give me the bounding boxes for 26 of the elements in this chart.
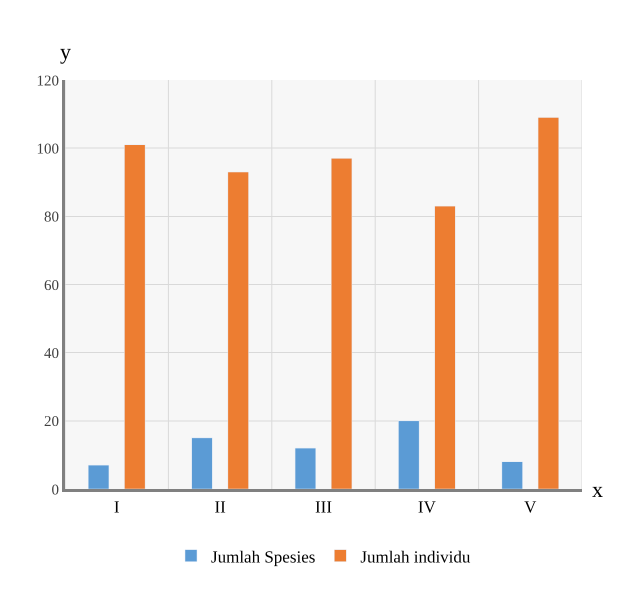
bar (538, 117, 559, 489)
x-tick-label: IV (418, 497, 437, 516)
y-tick-label: 20 (44, 414, 59, 430)
bar (88, 464, 110, 489)
x-axis-title: x (592, 477, 603, 502)
x-tick-label: III (315, 497, 332, 516)
legend-label: Jumlah individu (360, 547, 471, 566)
bar (124, 144, 146, 489)
y-axis-title: y (60, 39, 71, 64)
y-tick-label: 60 (44, 278, 59, 294)
legend-label: Jumlah Spesies (211, 547, 316, 566)
y-tick-label: 40 (44, 346, 59, 362)
bar (191, 438, 213, 489)
y-tick-label: 120 (36, 73, 59, 90)
x-tick-label: I (114, 497, 120, 516)
y-tick-label: 0 (52, 482, 59, 498)
x-tick-label: II (214, 497, 226, 516)
bar (228, 172, 249, 489)
bar (331, 158, 352, 489)
y-tick-label: 100 (36, 141, 59, 158)
bar (502, 461, 523, 489)
bar (294, 448, 316, 489)
y-tick-label: 80 (44, 210, 59, 226)
bar (398, 420, 420, 489)
bar (434, 206, 456, 489)
x-tick-label: V (524, 497, 538, 516)
